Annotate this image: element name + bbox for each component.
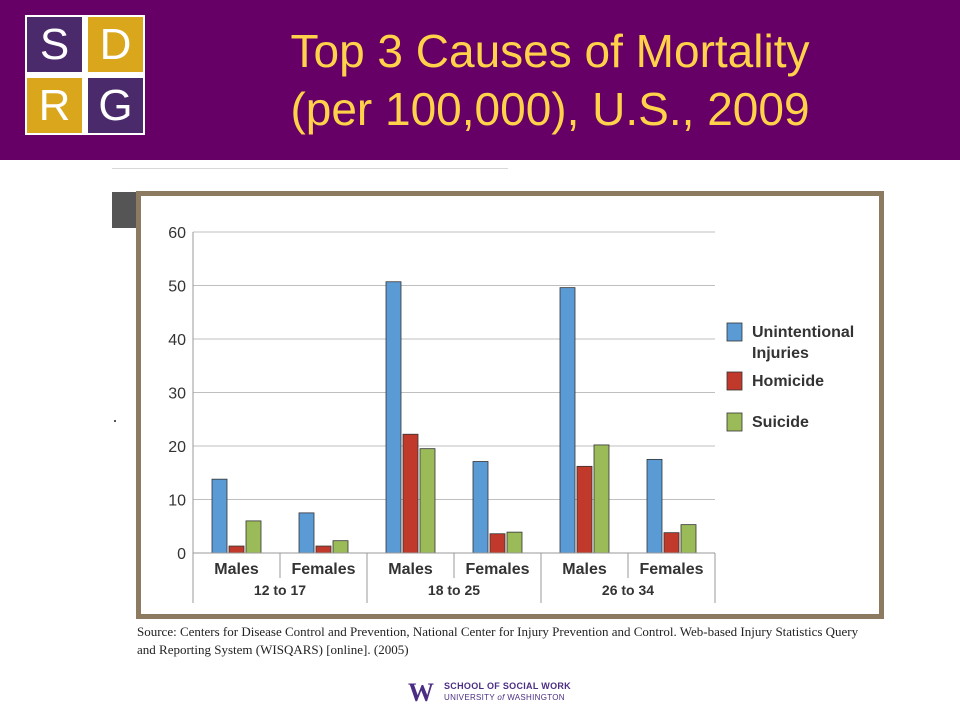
x-category-label-0: Males <box>214 561 259 578</box>
sdrg-logo: S D R G <box>25 15 145 135</box>
uw-university-name: UNIVERSITY of WASHINGTON <box>444 693 565 702</box>
legend-label-suicide-0: Suicide <box>752 414 809 431</box>
bar-suicide-0 <box>245 520 262 554</box>
x-category-label-4: Males <box>562 561 607 578</box>
y-tick-label-0: 0 <box>177 546 186 563</box>
legend-swatch-suicide <box>726 412 743 432</box>
x-group-label-0: 12 to 17 <box>254 582 306 598</box>
y-tick-label-50: 50 <box>168 279 186 296</box>
x-category-label-1: Females <box>291 561 355 578</box>
divider-line <box>112 168 508 169</box>
x-category-label-5: Females <box>639 561 703 578</box>
bar-homicide-5 <box>663 532 680 554</box>
y-tick-label-40: 40 <box>168 332 186 349</box>
bar-homicide-2 <box>402 433 419 554</box>
logo-letter-r: R <box>27 78 82 133</box>
bar-unintentional-injuries-5 <box>646 458 663 554</box>
legend-swatch-unintentional-injuries <box>726 322 743 342</box>
bar-suicide-3 <box>506 531 523 554</box>
x-category-label-2: Males <box>388 561 433 578</box>
grey-tab <box>112 192 136 228</box>
legend-label-unintentional-injuries-1: Injuries <box>752 345 809 362</box>
bar-unintentional-injuries-3 <box>472 461 489 554</box>
chart-frame: 0 10 20 30 40 50 60 Males Females Males Females Ma… <box>136 191 884 619</box>
header-bar: S D R G Top 3 Causes of Mortality (per 1… <box>0 0 960 160</box>
y-tick-label-60: 60 <box>168 225 186 242</box>
x-group-label-2: 26 to 34 <box>602 582 654 598</box>
title-line-1: Top 3 Causes of Mortality <box>290 25 810 77</box>
source-note: Source: Centers for Disease Control and … <box>137 624 859 657</box>
legend-label-homicide-0: Homicide <box>752 373 824 390</box>
bar-unintentional-injuries-0 <box>211 478 228 554</box>
legend-label-unintentional-injuries-0: Unintentional <box>752 324 854 341</box>
bar-homicide-0 <box>228 545 245 554</box>
bar-homicide-4 <box>576 465 593 554</box>
slide-title: Top 3 Causes of Mortality (per 100,000),… <box>160 22 940 138</box>
logo-letter-s: S <box>27 17 82 72</box>
bar-unintentional-injuries-1 <box>298 512 315 554</box>
bar-unintentional-injuries-4 <box>559 287 576 554</box>
stray-dot <box>114 420 116 422</box>
legend-swatch-homicide <box>726 371 743 391</box>
title-line-2: (per 100,000), U.S., 2009 <box>290 83 810 135</box>
bar-suicide-5 <box>680 524 697 554</box>
bar-unintentional-injuries-2 <box>385 281 402 554</box>
x-group-label-1: 18 to 25 <box>428 582 480 598</box>
uw-school-name: SCHOOL OF SOCIAL WORK <box>444 681 571 691</box>
bar-suicide-1 <box>332 540 349 554</box>
bar-suicide-4 <box>593 444 610 554</box>
y-tick-label-30: 30 <box>168 386 186 403</box>
x-category-label-3: Females <box>465 561 529 578</box>
bar-homicide-1 <box>315 545 332 554</box>
logo-letter-g: G <box>88 78 143 133</box>
uw-w-icon: W <box>408 678 434 707</box>
logo-letter-d: D <box>88 17 143 72</box>
bar-suicide-2 <box>419 448 436 554</box>
y-tick-label-10: 10 <box>168 493 186 510</box>
mortality-bar-chart: 0 10 20 30 40 50 60 Males Females Males Females Ma… <box>168 225 854 603</box>
bar-homicide-3 <box>489 533 506 554</box>
y-tick-label-20: 20 <box>168 439 186 456</box>
